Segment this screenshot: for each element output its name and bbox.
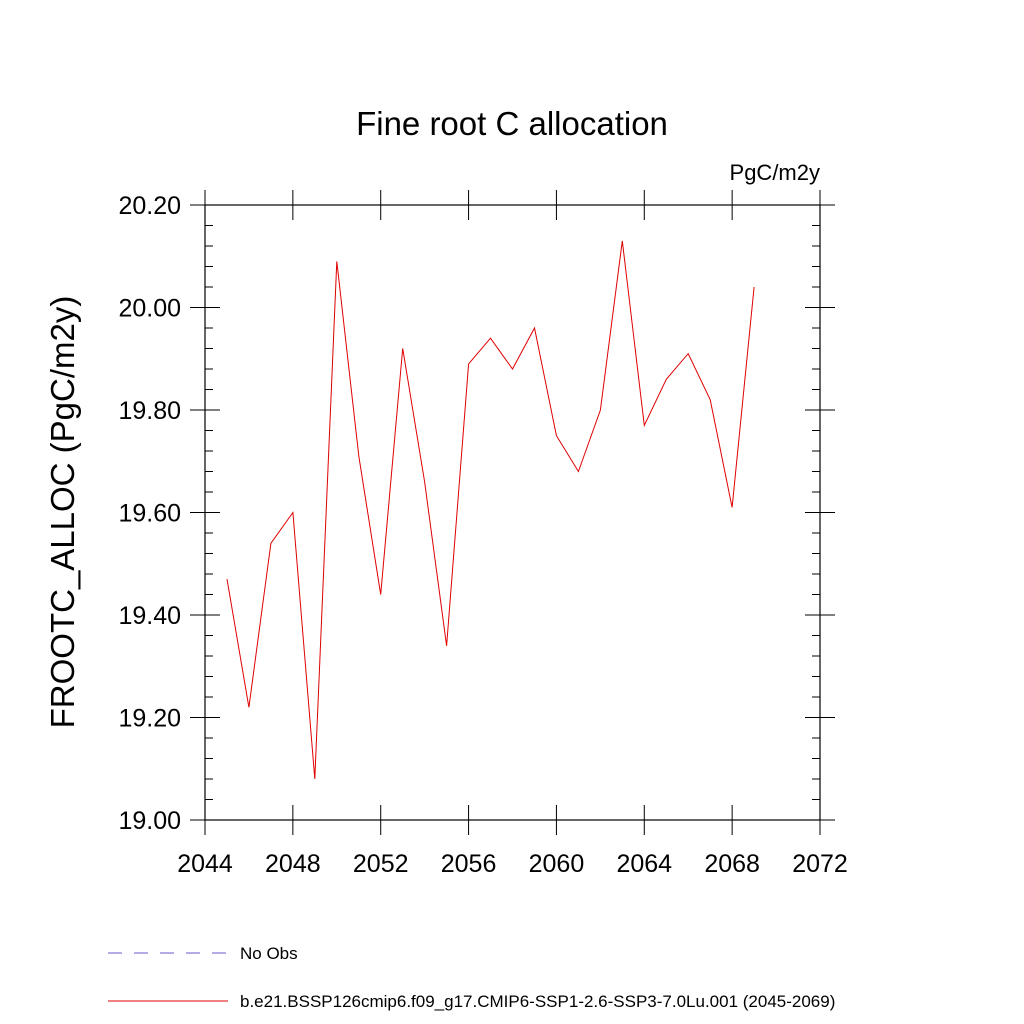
y-tick-label: 19.40 xyxy=(118,602,181,630)
legend-label-model: b.e21.BSSP126cmip6.f09_g17.CMIP6-SSP1-2.… xyxy=(240,992,835,1011)
legend: No Obs b.e21.BSSP126cmip6.f09_g17.CMIP6-… xyxy=(108,944,835,1011)
x-tick-label: 2048 xyxy=(265,850,321,878)
x-tick-label: 2056 xyxy=(441,850,497,878)
series-layer xyxy=(226,240,755,780)
x-tick-label: 2044 xyxy=(177,850,233,878)
x-tick-label: 2060 xyxy=(529,850,585,878)
plot-frame xyxy=(204,204,821,821)
units-label: PgC/m2y xyxy=(730,160,820,185)
axis-tick-labels: 2044 2048 2052 2056 2060 2064 2068 2072 19.00 19.… xyxy=(118,192,847,878)
y-tick-label: 19.80 xyxy=(118,397,181,425)
y-tick-label: 19.00 xyxy=(118,807,181,835)
y-axis-label: FROOTC_ALLOC (PgC/m2y) xyxy=(44,296,81,729)
legend-label-no-obs: No Obs xyxy=(240,944,298,963)
x-tick-label: 2072 xyxy=(792,850,848,878)
x-tick-label: 2052 xyxy=(353,850,409,878)
chart-title: Fine root C allocation xyxy=(356,105,668,142)
series-line xyxy=(226,240,755,780)
axis-ticks xyxy=(190,190,835,835)
y-tick-label: 19.60 xyxy=(118,500,181,528)
x-tick-label: 2068 xyxy=(704,850,760,878)
y-tick-label: 20.20 xyxy=(118,192,181,220)
x-tick-label: 2064 xyxy=(616,850,672,878)
y-tick-label: 20.00 xyxy=(118,295,181,323)
y-tick-label: 19.20 xyxy=(118,705,181,733)
